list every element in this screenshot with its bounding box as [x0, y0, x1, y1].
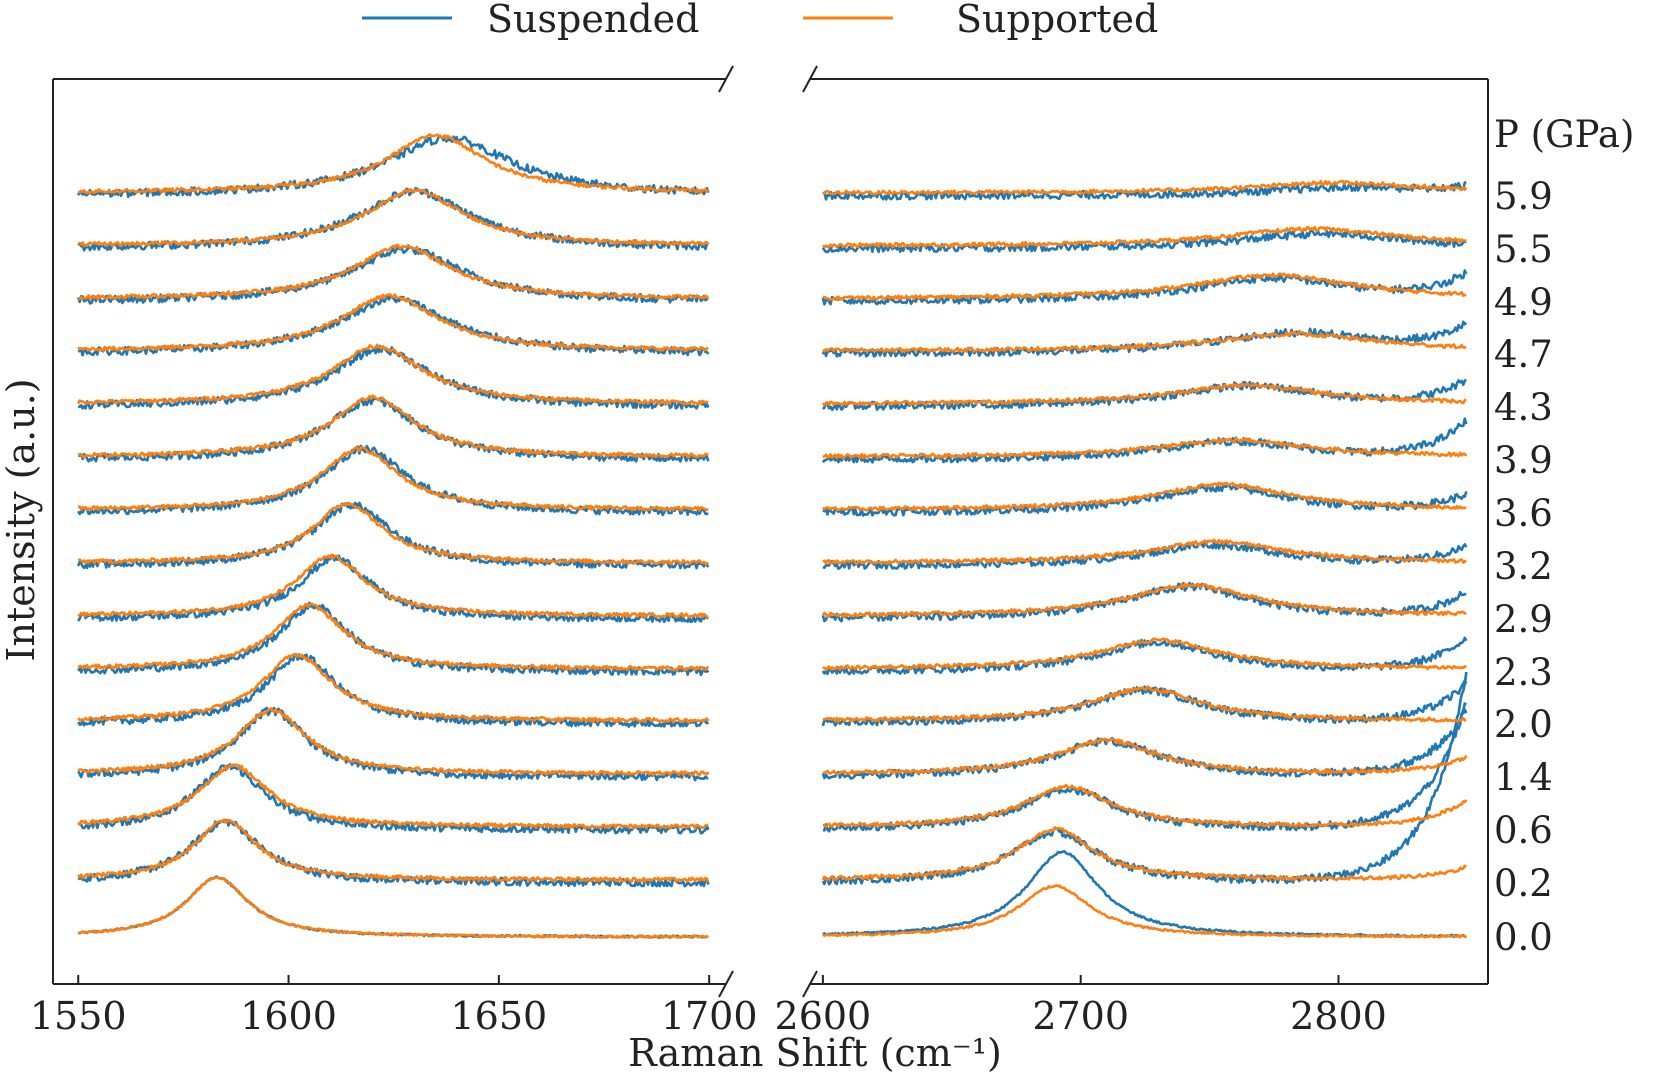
series-line-suspended-3.2 — [822, 540, 1468, 571]
x-tick-label: 2600 — [775, 994, 872, 1038]
series-line-supported-5.9 — [77, 133, 710, 195]
series-line-suspended-0.0 — [822, 849, 1467, 939]
x-tick-label: 2700 — [1032, 994, 1129, 1038]
series-line-supported-1.4 — [77, 707, 710, 777]
pressure-label: 5.9 — [1494, 175, 1553, 218]
series-line-supported-3.6 — [821, 481, 1467, 512]
series-line-supported-3.9 — [822, 437, 1468, 460]
series-line-suspended-0.6 — [77, 763, 710, 835]
series-line-supported-4.9 — [822, 272, 1467, 301]
series-line-suspended-5.5 — [821, 228, 1467, 254]
series-line-supported-4.7 — [77, 293, 709, 353]
axis-break-mark — [718, 65, 734, 93]
series-line-supported-3.9 — [78, 394, 709, 459]
pressure-label: 2.0 — [1494, 703, 1553, 746]
series-line-supported-1.4 — [822, 737, 1468, 776]
series-line-suspended-5.9 — [822, 181, 1467, 201]
pressure-label: 3.9 — [1494, 439, 1553, 482]
series-line-supported-0.0 — [822, 884, 1467, 939]
x-tick-label: 1700 — [661, 994, 758, 1038]
series-line-supported-5.5 — [821, 225, 1467, 249]
x-axis-label: Raman Shift (cm⁻¹) — [628, 1031, 1002, 1075]
series-line-suspended-0.2 — [821, 671, 1468, 886]
y-axis-label: Intensity (a.u.) — [0, 378, 43, 661]
axis-break-mark — [802, 65, 818, 93]
series-line-supported-0.2 — [821, 825, 1467, 882]
series-line-suspended-0.6 — [822, 702, 1467, 833]
series-line-suspended-3.6 — [822, 482, 1468, 517]
pressure-label: 4.9 — [1494, 281, 1553, 324]
pressure-header: P (GPa) — [1494, 113, 1634, 156]
series-line-supported-3.2 — [77, 501, 710, 566]
series-line-supported-0.0 — [78, 876, 709, 939]
pressure-label: 4.3 — [1494, 386, 1553, 429]
x-tick-label: 2800 — [1290, 994, 1387, 1038]
series-line-supported-4.3 — [821, 382, 1467, 407]
pressure-label: 0.2 — [1494, 862, 1553, 905]
series-line-suspended-0.0 — [77, 875, 709, 939]
series-line-supported-2.3 — [77, 602, 710, 672]
pressure-label: 0.6 — [1494, 809, 1553, 852]
legend-label-supported: Supported — [956, 0, 1158, 41]
axis-break-mark — [802, 970, 818, 998]
axis-break-mark — [718, 970, 734, 998]
series-line-supported-5.9 — [822, 179, 1468, 196]
g-band-panel: 1550 1600 1650 1700 — [30, 65, 758, 1038]
series-line-suspended-4.9 — [821, 269, 1468, 306]
series-line-supported-3.6 — [77, 445, 709, 512]
pressure-label: 0.0 — [1494, 916, 1553, 959]
2d-band-panel: 2600 2700 2800 — [775, 65, 1489, 1038]
series-line-supported-0.6 — [77, 763, 709, 830]
series-line-supported-4.9 — [77, 243, 710, 301]
legend-label-suspended: Suspended — [487, 0, 699, 41]
series-line-supported-4.7 — [822, 330, 1467, 354]
series-line-supported-2.0 — [822, 685, 1467, 723]
series-line-supported-5.5 — [77, 188, 710, 248]
series-line-supported-2.3 — [822, 637, 1467, 671]
pressure-labels: 0.0 0.2 0.6 1.4 2.0 2.3 2.9 3.2 3.6 3.9 4.3 4.7 4.9 5… — [1494, 175, 1553, 959]
series-line-supported-2.9 — [821, 582, 1467, 618]
x-tick-label: 1650 — [451, 994, 548, 1038]
pressure-label: 5.5 — [1494, 228, 1553, 271]
series-line-suspended-1.4 — [77, 706, 709, 782]
series-line-suspended-2.9 — [821, 581, 1467, 623]
x-tick-label: 1550 — [30, 994, 127, 1038]
pressure-label: 2.3 — [1494, 651, 1553, 694]
pressure-label: 3.6 — [1494, 492, 1553, 535]
series-line-supported-0.2 — [77, 818, 710, 883]
pressure-label: 1.4 — [1494, 756, 1553, 799]
pressure-label: 4.7 — [1494, 333, 1553, 376]
series-line-supported-0.6 — [822, 783, 1468, 828]
series-line-supported-2.0 — [77, 653, 710, 724]
series-line-supported-2.9 — [77, 553, 709, 619]
x-tick-label: 1600 — [240, 994, 337, 1038]
pressure-label: 2.9 — [1494, 598, 1553, 641]
series-line-supported-4.3 — [77, 343, 709, 406]
pressure-label: 3.2 — [1494, 545, 1553, 588]
legend: Suspended Supported — [362, 0, 1158, 41]
series-line-suspended-4.3 — [77, 344, 710, 410]
series-line-supported-3.2 — [822, 538, 1468, 566]
